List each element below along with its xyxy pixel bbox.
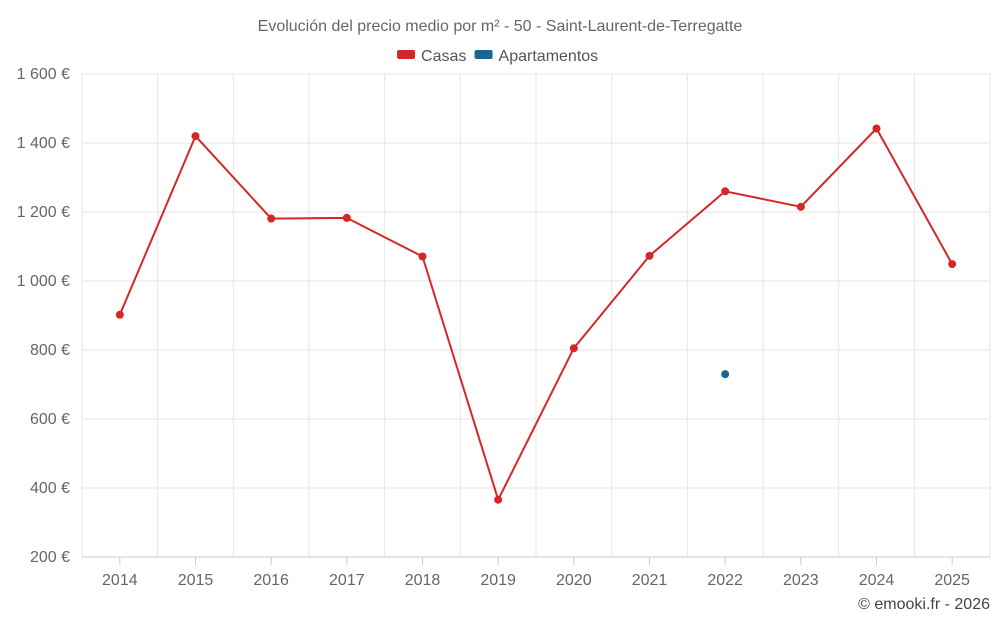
legend-label-casas[interactable]: Casas bbox=[421, 48, 466, 65]
y-tick-label: 400 € bbox=[30, 480, 70, 497]
data-point-casas[interactable] bbox=[797, 203, 805, 211]
x-tick-label: 2016 bbox=[253, 572, 289, 589]
x-tick-label: 2014 bbox=[102, 572, 138, 589]
y-tick-label: 1 600 € bbox=[17, 66, 70, 83]
y-tick-label: 800 € bbox=[30, 342, 70, 359]
data-point-casas[interactable] bbox=[646, 252, 654, 260]
price-chart: Evolución del precio medio por m² - 50 -… bbox=[0, 0, 1000, 625]
x-tick-label: 2024 bbox=[859, 572, 895, 589]
credit-text: © emooki.fr - 2026 bbox=[858, 596, 990, 613]
x-tick-label: 2025 bbox=[934, 572, 970, 589]
data-point-casas[interactable] bbox=[267, 215, 275, 223]
data-point-casas[interactable] bbox=[570, 344, 578, 352]
legend-swatch-apartamentos[interactable] bbox=[475, 50, 493, 59]
data-point-casas[interactable] bbox=[116, 311, 124, 319]
legend-label-apartamentos[interactable]: Apartamentos bbox=[499, 48, 599, 65]
y-tick-label: 1 400 € bbox=[17, 135, 70, 152]
x-tick-label: 2021 bbox=[632, 572, 668, 589]
data-point-casas[interactable] bbox=[343, 214, 351, 222]
y-tick-label: 1 200 € bbox=[17, 204, 70, 221]
y-tick-label: 1 000 € bbox=[17, 273, 70, 290]
x-tick-label: 2018 bbox=[405, 572, 441, 589]
data-point-apartamentos[interactable] bbox=[721, 370, 729, 378]
data-point-casas[interactable] bbox=[419, 253, 427, 261]
data-point-casas[interactable] bbox=[192, 132, 200, 140]
grid bbox=[82, 74, 990, 557]
x-axis: 2014 2015 2016 2017 2018 2019 2020 2021 2022 2023… bbox=[82, 557, 990, 589]
x-tick-label: 2022 bbox=[707, 572, 743, 589]
data-point-casas[interactable] bbox=[494, 496, 502, 504]
x-tick-label: 2023 bbox=[783, 572, 819, 589]
legend-swatch-casas[interactable] bbox=[397, 50, 415, 59]
x-tick-label: 2020 bbox=[556, 572, 592, 589]
chart-title: Evolución del precio medio por m² - 50 -… bbox=[258, 18, 743, 35]
y-axis: 200 € 400 € 600 € 800 € 1 000 € 1 200 € 1 400 … bbox=[17, 66, 70, 566]
data-point-casas[interactable] bbox=[948, 260, 956, 268]
x-tick-label: 2019 bbox=[480, 572, 516, 589]
y-tick-label: 600 € bbox=[30, 411, 70, 428]
x-tick-label: 2015 bbox=[178, 572, 214, 589]
x-tick-label: 2017 bbox=[329, 572, 365, 589]
legend[interactable]: Casas Apartamentos bbox=[397, 48, 598, 65]
data-point-casas[interactable] bbox=[873, 125, 881, 133]
y-tick-label: 200 € bbox=[30, 549, 70, 566]
data-point-casas[interactable] bbox=[721, 187, 729, 195]
